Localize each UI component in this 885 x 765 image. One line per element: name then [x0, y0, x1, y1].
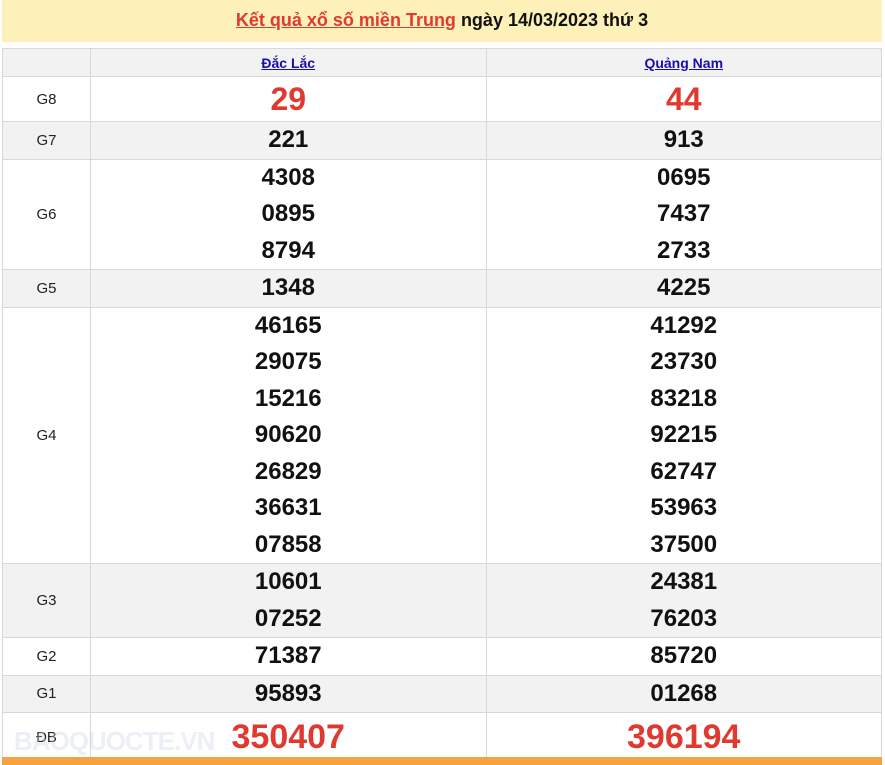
prize-cell: 10601 07252 — [90, 563, 487, 638]
prize-number: 53963 — [650, 494, 718, 521]
prize-number: 01268 — [650, 679, 718, 707]
prize-cell: 41292 23730 83218 92215 62747 53963 37500 — [485, 306, 882, 564]
prize-number: 07858 — [254, 530, 322, 558]
province-header: Quảng Nam — [485, 48, 882, 77]
prize-number: 07252 — [254, 604, 322, 632]
prize-cell: 396194 — [485, 712, 882, 762]
prize-cell: 44 — [485, 76, 882, 122]
prize-row: G6 4308 0895 8794 0695 7437 2733 — [2, 158, 882, 270]
prize-number: 41292 — [650, 311, 718, 339]
prize-row: G7 221 913 — [2, 121, 882, 160]
prize-cell: 4225 — [485, 269, 882, 308]
prize-number: 2733 — [657, 236, 711, 264]
prize-number: 85720 — [650, 642, 718, 669]
header-row: Đắc Lắc Quảng Nam — [2, 48, 882, 77]
prize-label: G3 — [2, 563, 91, 638]
prize-number: 83218 — [650, 384, 718, 412]
header-empty — [2, 48, 91, 77]
prize-cell: 0695 7437 2733 — [485, 158, 882, 270]
prize-number: 913 — [663, 126, 704, 153]
prize-number: 0695 — [657, 163, 711, 191]
watermark: BAOQUOCTE.VN — [14, 726, 215, 756]
prize-number: 46165 — [254, 311, 322, 339]
prize-number: 76203 — [650, 604, 718, 632]
prize-label: G2 — [2, 637, 91, 676]
results-table: Đắc Lắc Quảng Nam G8 29 44 G7 221 913 G6 4308 08… — [2, 48, 882, 762]
prize-cell: 71387 — [90, 637, 487, 676]
prize-row: G3 10601 07252 24381 76203 — [2, 563, 882, 638]
prize-number: 71387 — [254, 642, 322, 669]
province-link[interactable]: Đắc Lắc — [261, 54, 316, 71]
prize-number: 4308 — [261, 163, 315, 191]
prize-number: 10601 — [254, 568, 322, 595]
prize-number: 1348 — [261, 274, 315, 301]
title-date: ngày 14/03/2023 thứ 3 — [455, 10, 649, 30]
prize-row: G5 1348 4225 — [2, 269, 882, 308]
prize-label: G4 — [2, 306, 91, 564]
title-link[interactable]: Kết quả xổ số miền Trung — [235, 10, 456, 30]
prize-number: 29 — [270, 81, 307, 117]
prize-label: G8 — [2, 76, 91, 122]
prize-cell: 29 — [90, 76, 487, 122]
prize-number: 36631 — [254, 494, 322, 521]
prize-number: 26829 — [254, 457, 322, 485]
prize-number: 350407 — [231, 718, 345, 756]
prize-number: 62747 — [650, 457, 718, 485]
prize-number: 15216 — [254, 384, 322, 412]
prize-cell: 24381 76203 — [485, 563, 882, 638]
prize-label: G1 — [2, 674, 91, 713]
prize-cell: 01268 — [485, 674, 882, 713]
prize-row: G8 29 44 — [2, 76, 882, 122]
prize-cell: 95893 — [90, 674, 487, 713]
prize-number: 95893 — [254, 679, 322, 707]
prize-cell: 1348 — [90, 269, 487, 308]
prize-label: G5 — [2, 269, 91, 308]
prize-row: G2 71387 85720 — [2, 637, 882, 676]
prize-cell: 913 — [485, 121, 882, 160]
prize-number: 24381 — [650, 568, 718, 595]
province-header: Đắc Lắc — [90, 48, 487, 77]
prize-number: 92215 — [650, 421, 718, 448]
prize-number: 23730 — [650, 348, 718, 375]
prize-row: G4 46165 29075 15216 90620 26829 36631 07858 412… — [2, 306, 882, 564]
prize-cell: 4308 0895 8794 — [90, 158, 487, 270]
prize-cell: 350407 — [90, 712, 487, 762]
prize-number: 29075 — [254, 348, 322, 375]
prize-number: 7437 — [657, 200, 711, 227]
prize-number: 396194 — [627, 718, 741, 756]
prize-number: 4225 — [657, 274, 711, 301]
prize-number: 37500 — [650, 530, 718, 558]
prize-cell: 85720 — [485, 637, 882, 676]
footer-bar — [2, 757, 882, 765]
prize-number: 221 — [268, 126, 309, 153]
prize-label: G6 — [2, 158, 91, 270]
prize-row: ĐB 350407 396194 — [2, 712, 882, 762]
prize-cell: 221 — [90, 121, 487, 160]
prize-cell: 46165 29075 15216 90620 26829 36631 07858 — [90, 306, 487, 564]
prize-number: 0895 — [261, 200, 315, 227]
province-link[interactable]: Quảng Nam — [644, 54, 724, 71]
prize-row: G1 95893 01268 — [2, 674, 882, 713]
prize-number: 8794 — [261, 236, 315, 264]
prize-label: G7 — [2, 121, 91, 160]
page-title: Kết quả xổ số miền Trung ngày 14/03/2023… — [2, 0, 882, 42]
prize-number: 44 — [665, 81, 702, 117]
prize-label: ĐB — [2, 712, 91, 762]
prize-number: 90620 — [254, 421, 322, 448]
